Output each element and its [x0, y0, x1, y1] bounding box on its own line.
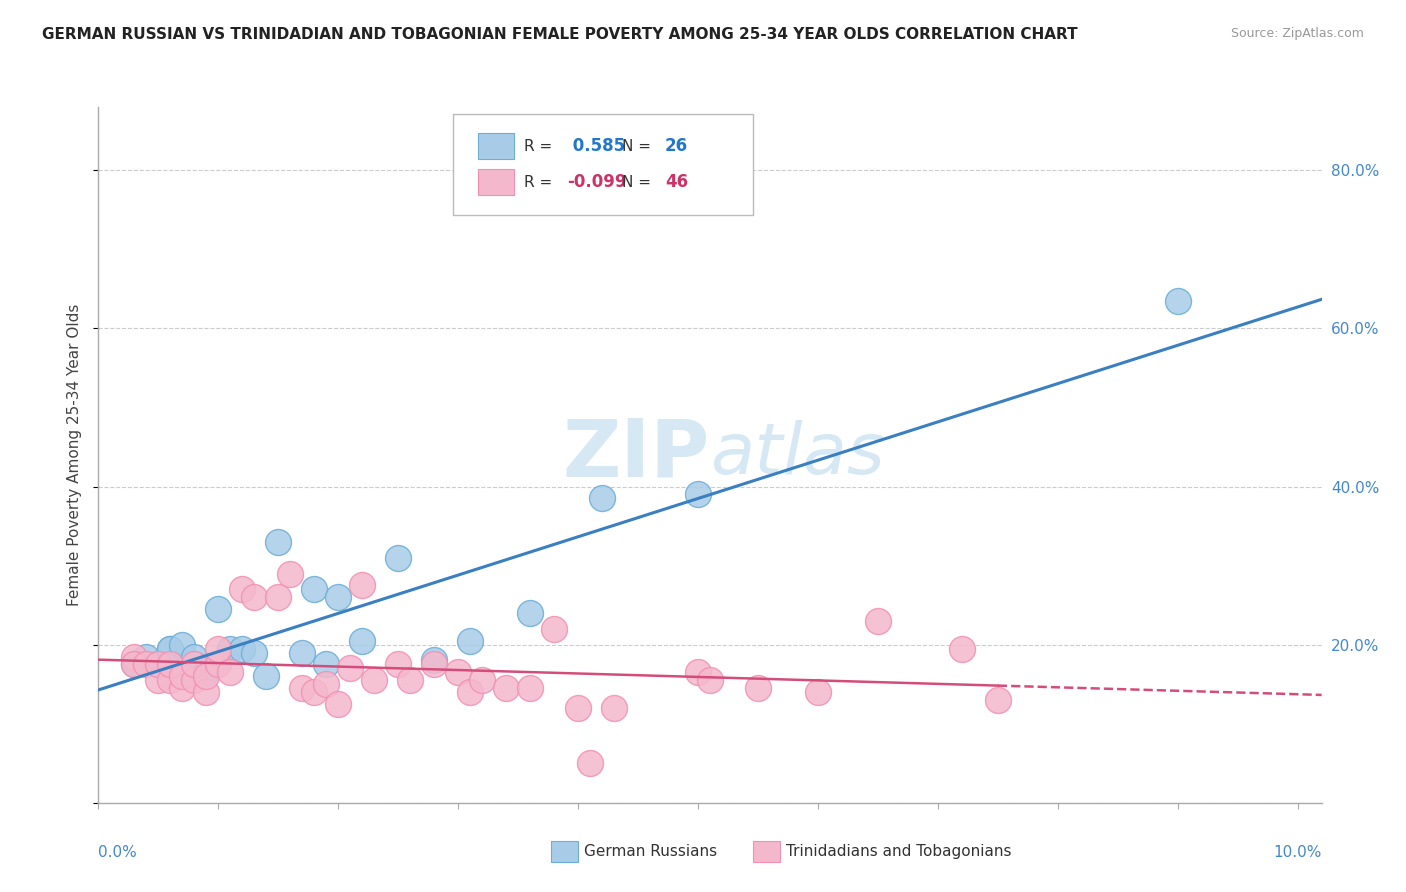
- Point: [172, 638, 194, 652]
- Point: [807, 685, 830, 699]
- Point: [328, 697, 350, 711]
- Text: N =: N =: [621, 138, 655, 153]
- Text: 10.0%: 10.0%: [1274, 845, 1322, 860]
- Point: [495, 681, 517, 695]
- Point: [458, 685, 481, 699]
- Point: [328, 591, 350, 605]
- Point: [543, 622, 565, 636]
- Text: GERMAN RUSSIAN VS TRINIDADIAN AND TOBAGONIAN FEMALE POVERTY AMONG 25-34 YEAR OLD: GERMAN RUSSIAN VS TRINIDADIAN AND TOBAGO…: [42, 27, 1078, 42]
- Point: [519, 681, 541, 695]
- Point: [352, 578, 374, 592]
- Text: N =: N =: [621, 175, 655, 190]
- Point: [195, 685, 218, 699]
- Point: [243, 591, 266, 605]
- Text: R =: R =: [524, 175, 557, 190]
- Point: [579, 756, 602, 771]
- Point: [172, 681, 194, 695]
- Point: [603, 701, 626, 715]
- Point: [423, 653, 446, 667]
- Point: [148, 657, 170, 672]
- Point: [159, 673, 181, 688]
- Text: 46: 46: [665, 173, 688, 191]
- Point: [423, 657, 446, 672]
- Point: [183, 657, 205, 672]
- Bar: [551, 841, 578, 862]
- Point: [278, 566, 301, 581]
- Text: German Russians: German Russians: [583, 844, 717, 859]
- Point: [267, 534, 290, 549]
- Point: [747, 681, 769, 695]
- Point: [399, 673, 422, 688]
- Point: [124, 657, 146, 672]
- Point: [183, 649, 205, 664]
- Point: [148, 657, 170, 672]
- Point: [315, 657, 337, 672]
- Point: [231, 641, 253, 656]
- Point: [447, 665, 470, 680]
- Point: [471, 673, 494, 688]
- Point: [1167, 293, 1189, 308]
- Point: [591, 491, 613, 506]
- Point: [231, 582, 253, 597]
- Point: [267, 591, 290, 605]
- Point: [699, 673, 721, 688]
- Point: [291, 681, 314, 695]
- Text: -0.099: -0.099: [567, 173, 627, 191]
- Point: [135, 657, 157, 672]
- Point: [352, 633, 374, 648]
- Point: [458, 633, 481, 648]
- Point: [686, 665, 709, 680]
- Text: Source: ZipAtlas.com: Source: ZipAtlas.com: [1230, 27, 1364, 40]
- Point: [207, 602, 229, 616]
- Text: Trinidadians and Tobagonians: Trinidadians and Tobagonians: [786, 844, 1011, 859]
- Point: [207, 657, 229, 672]
- Point: [387, 657, 409, 672]
- FancyBboxPatch shape: [453, 114, 752, 215]
- Point: [866, 614, 889, 628]
- Point: [387, 550, 409, 565]
- Point: [686, 487, 709, 501]
- Y-axis label: Female Poverty Among 25-34 Year Olds: Female Poverty Among 25-34 Year Olds: [67, 304, 83, 606]
- Point: [254, 669, 277, 683]
- Point: [304, 582, 326, 597]
- Point: [363, 673, 385, 688]
- Point: [195, 669, 218, 683]
- Text: R =: R =: [524, 138, 557, 153]
- Point: [159, 657, 181, 672]
- Point: [304, 685, 326, 699]
- Point: [243, 646, 266, 660]
- Point: [135, 649, 157, 664]
- Point: [124, 657, 146, 672]
- Point: [519, 606, 541, 620]
- Point: [291, 646, 314, 660]
- Text: 0.585: 0.585: [567, 137, 626, 155]
- Text: 26: 26: [665, 137, 688, 155]
- Point: [159, 641, 181, 656]
- Point: [339, 661, 361, 675]
- Point: [195, 665, 218, 680]
- Point: [148, 673, 170, 688]
- Point: [950, 641, 973, 656]
- Point: [124, 649, 146, 664]
- Point: [567, 701, 589, 715]
- Bar: [752, 841, 780, 862]
- Point: [207, 641, 229, 656]
- Point: [183, 673, 205, 688]
- Point: [219, 641, 242, 656]
- Point: [219, 665, 242, 680]
- Text: atlas: atlas: [710, 420, 884, 490]
- Text: ZIP: ZIP: [562, 416, 710, 494]
- Point: [172, 669, 194, 683]
- Bar: [478, 169, 515, 195]
- Point: [159, 641, 181, 656]
- Point: [987, 693, 1010, 707]
- Text: 0.0%: 0.0%: [98, 845, 138, 860]
- Bar: [478, 133, 515, 159]
- Point: [315, 677, 337, 691]
